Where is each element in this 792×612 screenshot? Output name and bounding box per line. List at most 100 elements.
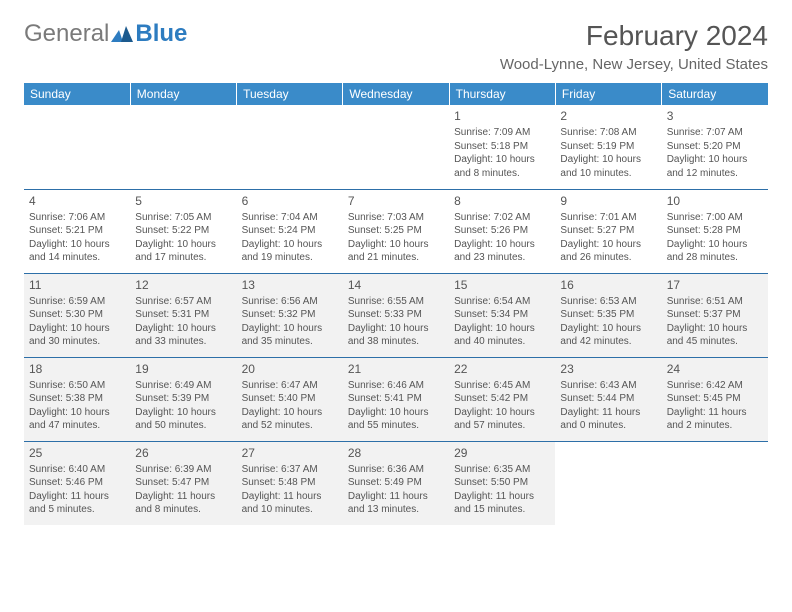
daylight-text: Daylight: 10 hours and 14 minutes. [29,238,125,265]
sunrise-text: Sunrise: 6:40 AM [29,463,125,477]
day-number: 2 [560,108,656,124]
header: General Blue February 2024 Wood-Lynne, N… [24,20,768,73]
calendar-day-cell: 27Sunrise: 6:37 AMSunset: 5:48 PMDayligh… [237,441,343,525]
daylight-text: Daylight: 10 hours and 52 minutes. [242,406,338,433]
daylight-text: Daylight: 10 hours and 12 minutes. [667,153,763,180]
calendar-day-cell: 20Sunrise: 6:47 AMSunset: 5:40 PMDayligh… [237,357,343,441]
sunset-text: Sunset: 5:24 PM [242,224,338,238]
daylight-text: Daylight: 11 hours and 8 minutes. [135,490,231,517]
daylight-text: Daylight: 10 hours and 45 minutes. [667,322,763,349]
calendar-day-cell: 12Sunrise: 6:57 AMSunset: 5:31 PMDayligh… [130,273,236,357]
calendar-week-row: 4Sunrise: 7:06 AMSunset: 5:21 PMDaylight… [24,189,768,273]
weekday-header: Sunday [24,83,130,105]
calendar-day-cell [343,105,449,189]
weekday-header: Friday [555,83,661,105]
calendar-day-cell: 22Sunrise: 6:45 AMSunset: 5:42 PMDayligh… [449,357,555,441]
calendar-day-cell: 29Sunrise: 6:35 AMSunset: 5:50 PMDayligh… [449,441,555,525]
daylight-text: Daylight: 11 hours and 5 minutes. [29,490,125,517]
daylight-text: Daylight: 10 hours and 38 minutes. [348,322,444,349]
day-number: 14 [348,277,444,293]
day-number: 27 [242,445,338,461]
calendar-day-cell: 28Sunrise: 6:36 AMSunset: 5:49 PMDayligh… [343,441,449,525]
calendar-table: SundayMondayTuesdayWednesdayThursdayFrid… [24,83,768,525]
day-number: 20 [242,361,338,377]
calendar-week-row: 11Sunrise: 6:59 AMSunset: 5:30 PMDayligh… [24,273,768,357]
daylight-text: Daylight: 10 hours and 21 minutes. [348,238,444,265]
sunset-text: Sunset: 5:25 PM [348,224,444,238]
sunset-text: Sunset: 5:22 PM [135,224,231,238]
calendar-header-row: SundayMondayTuesdayWednesdayThursdayFrid… [24,83,768,105]
logo-mark-icon [111,26,133,42]
day-number: 6 [242,193,338,209]
sunset-text: Sunset: 5:19 PM [560,140,656,154]
day-number: 29 [454,445,550,461]
weekday-header: Saturday [662,83,768,105]
calendar-week-row: 1Sunrise: 7:09 AMSunset: 5:18 PMDaylight… [24,105,768,189]
sunrise-text: Sunrise: 7:04 AM [242,211,338,225]
sunset-text: Sunset: 5:31 PM [135,308,231,322]
calendar-day-cell [237,105,343,189]
daylight-text: Daylight: 10 hours and 33 minutes. [135,322,231,349]
daylight-text: Daylight: 11 hours and 0 minutes. [560,406,656,433]
calendar-day-cell: 23Sunrise: 6:43 AMSunset: 5:44 PMDayligh… [555,357,661,441]
daylight-text: Daylight: 11 hours and 13 minutes. [348,490,444,517]
calendar-day-cell: 5Sunrise: 7:05 AMSunset: 5:22 PMDaylight… [130,189,236,273]
title-block: February 2024 Wood-Lynne, New Jersey, Un… [500,20,768,73]
daylight-text: Daylight: 10 hours and 26 minutes. [560,238,656,265]
sunrise-text: Sunrise: 6:57 AM [135,295,231,309]
daylight-text: Daylight: 10 hours and 35 minutes. [242,322,338,349]
calendar-day-cell: 24Sunrise: 6:42 AMSunset: 5:45 PMDayligh… [662,357,768,441]
sunrise-text: Sunrise: 6:59 AM [29,295,125,309]
daylight-text: Daylight: 10 hours and 50 minutes. [135,406,231,433]
day-number: 10 [667,193,763,209]
daylight-text: Daylight: 10 hours and 8 minutes. [454,153,550,180]
day-number: 24 [667,361,763,377]
calendar-day-cell: 10Sunrise: 7:00 AMSunset: 5:28 PMDayligh… [662,189,768,273]
daylight-text: Daylight: 10 hours and 55 minutes. [348,406,444,433]
sunrise-text: Sunrise: 6:39 AM [135,463,231,477]
day-number: 11 [29,277,125,293]
sunrise-text: Sunrise: 6:37 AM [242,463,338,477]
daylight-text: Daylight: 10 hours and 10 minutes. [560,153,656,180]
calendar-day-cell: 26Sunrise: 6:39 AMSunset: 5:47 PMDayligh… [130,441,236,525]
calendar-day-cell: 18Sunrise: 6:50 AMSunset: 5:38 PMDayligh… [24,357,130,441]
day-number: 18 [29,361,125,377]
sunset-text: Sunset: 5:37 PM [667,308,763,322]
sunrise-text: Sunrise: 7:05 AM [135,211,231,225]
sunset-text: Sunset: 5:20 PM [667,140,763,154]
calendar-day-cell: 3Sunrise: 7:07 AMSunset: 5:20 PMDaylight… [662,105,768,189]
daylight-text: Daylight: 10 hours and 47 minutes. [29,406,125,433]
calendar-day-cell: 4 Sunrise: 7:06 AMSunset: 5:21 PMDaylight… [24,189,130,273]
calendar-day-cell [24,105,130,189]
daylight-text: Daylight: 10 hours and 19 minutes. [242,238,338,265]
weekday-header: Tuesday [237,83,343,105]
sunrise-text: Sunrise: 6:46 AM [348,379,444,393]
sunset-text: Sunset: 5:48 PM [242,476,338,490]
sunrise-text: Sunrise: 6:54 AM [454,295,550,309]
logo-text-blue: Blue [135,20,187,48]
day-number: 1 [454,108,550,124]
day-number: 4 [29,193,125,209]
calendar-day-cell: 2Sunrise: 7:08 AMSunset: 5:19 PMDaylight… [555,105,661,189]
day-number: 16 [560,277,656,293]
sunset-text: Sunset: 5:35 PM [560,308,656,322]
sunrise-text: Sunrise: 6:55 AM [348,295,444,309]
sunset-text: Sunset: 5:50 PM [454,476,550,490]
calendar-day-cell [130,105,236,189]
day-number: 21 [348,361,444,377]
calendar-day-cell: 14Sunrise: 6:55 AMSunset: 5:33 PMDayligh… [343,273,449,357]
sunrise-text: Sunrise: 6:47 AM [242,379,338,393]
sunrise-text: Sunrise: 7:03 AM [348,211,444,225]
sunset-text: Sunset: 5:27 PM [560,224,656,238]
sunrise-text: Sunrise: 6:49 AM [135,379,231,393]
day-number: 5 [135,193,231,209]
sunset-text: Sunset: 5:45 PM [667,392,763,406]
sunset-text: Sunset: 5:21 PM [29,224,125,238]
sunrise-text: Sunrise: 6:56 AM [242,295,338,309]
calendar-day-cell [555,441,661,525]
day-number: 8 [454,193,550,209]
sunrise-text: Sunrise: 6:53 AM [560,295,656,309]
sunrise-text: Sunrise: 7:06 AM [29,211,125,225]
sunset-text: Sunset: 5:47 PM [135,476,231,490]
day-number: 15 [454,277,550,293]
